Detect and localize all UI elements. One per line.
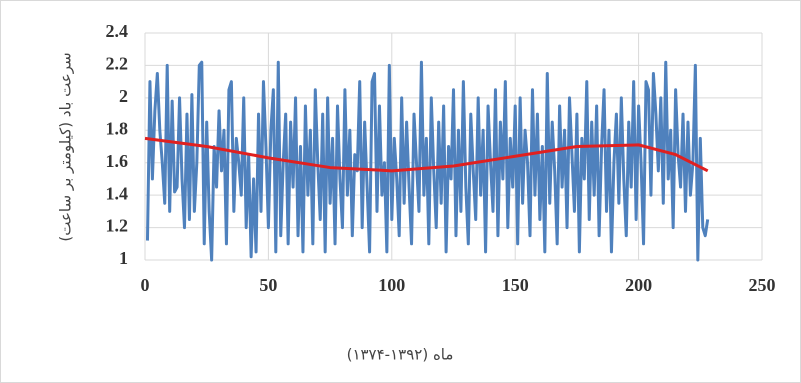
x-tick-label: 50 [259, 275, 277, 295]
y-tick-label: 1 [119, 248, 128, 268]
y-tick-label: 1.4 [106, 183, 129, 203]
x-axis-label: ماه (۱۳۹۲-۱۳۷۴) [347, 346, 454, 364]
y-tick-label: 2.2 [106, 54, 129, 74]
y-tick-label: 2.4 [106, 21, 129, 41]
y-tick-label: 2 [119, 86, 128, 106]
trend-line [144, 136, 709, 173]
y-tick-label: 1.2 [106, 216, 129, 236]
x-tick-label: 200 [625, 275, 652, 295]
y-tick-label: 1.8 [106, 118, 129, 138]
y-axis-label: سرعت باد (کیلومتر بر ساعت) [57, 52, 75, 241]
x-tick-label: 100 [378, 275, 405, 295]
x-tick-label: 250 [749, 275, 776, 295]
x-tick-label: 150 [502, 275, 529, 295]
y-tick-label: 1.6 [106, 151, 129, 171]
data-line [145, 60, 710, 262]
x-tick-label: 0 [141, 275, 150, 295]
